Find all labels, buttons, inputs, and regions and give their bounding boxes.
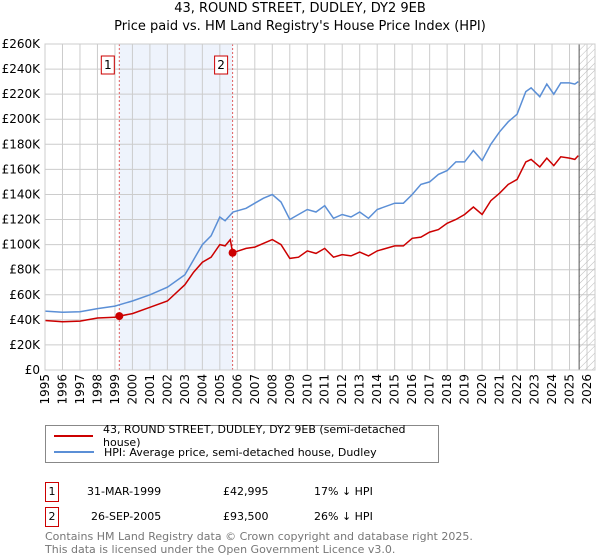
sale-row: 1 31-MAR-1999 £42,995 17% ↓ HPI [45,482,545,502]
legend-label: 43, ROUND STREET, DUDLEY, DY2 9EB (semi-… [103,423,406,449]
x-tick-label: 2020 [475,374,489,405]
sale-period-shade [119,44,233,370]
x-tick-label: 2015 [388,374,402,405]
x-tick-label: 2005 [213,374,227,405]
x-tick-label: 1997 [73,374,87,405]
x-tick-label: 1995 [38,374,52,405]
sale-marker-box [214,55,229,75]
x-tick-label: 2012 [335,374,349,405]
legend-item-property: 43, ROUND STREET, DUDLEY, DY2 9EB (semi-… [54,423,438,449]
y-tick-label: £100K [2,238,42,252]
x-tick-label: 1999 [108,374,122,405]
sale-hpi-diff: 26% ↓ HPI [314,510,373,523]
x-tick-label: 2008 [265,374,279,405]
sale-marker-box [100,55,115,75]
sale-marker-label: 1 [104,58,112,72]
y-tick-label: £80K [9,263,41,277]
legend-swatch-red [54,435,94,437]
x-tick-label: 2019 [458,374,472,405]
x-tick-label: 2017 [423,374,437,405]
y-tick-label: £200K [2,112,42,126]
y-tick-label: £240K [2,62,42,76]
y-tick-label: £120K [2,213,42,227]
x-tick-label: 2021 [493,374,507,405]
chart-title: 43, ROUND STREET, DUDLEY, DY2 9EB [174,1,426,16]
chart-subtitle: Price paid vs. HM Land Registry's House … [114,19,486,34]
footer-licence: This data is licensed under the Open Gov… [45,543,396,556]
x-tick-label: 2026 [580,374,594,405]
x-tick-label: 2022 [510,374,524,405]
y-tick-label: £140K [2,187,42,201]
x-tick-label: 1998 [90,374,104,405]
sale-marker-label: 2 [217,58,225,72]
sale-marker-badge: 2 [45,507,59,527]
x-tick-label: 2025 [563,374,577,405]
y-tick-label: £260K [2,37,42,51]
hpi-line [44,80,579,314]
footer-copyright: Contains HM Land Registry data © Crown c… [45,530,473,543]
property-price-line [44,155,579,323]
y-tick-label: £160K [2,162,42,176]
x-tick-label: 2016 [405,374,419,405]
legend-label: HPI: Average price, semi-detached house,… [104,445,377,459]
plot-frame [44,43,596,371]
x-tick-label: 2024 [545,374,559,405]
sale-marker-badge: 1 [45,482,59,502]
y-tick-label: £220K [2,87,42,101]
x-tick-label: 2014 [370,374,384,405]
x-tick-label: 1996 [55,374,69,405]
x-tick-label: 2000 [125,374,139,405]
x-tick-label: 2011 [318,374,332,405]
x-tick-label: 2010 [300,374,314,405]
sale-date: 31-MAR-1999 [87,485,162,498]
x-tick-label: 2006 [230,374,244,405]
sale-date: 26-SEP-2005 [91,510,162,523]
sale-point [115,312,124,321]
legend-item-hpi: HPI: Average price, semi-detached house,… [54,445,377,459]
x-tick-label: 2003 [178,374,192,405]
x-tick-label: 2018 [440,374,454,405]
x-tick-label: 2001 [143,374,157,405]
y-tick-label: £40K [9,313,41,327]
x-tick-label: 2023 [528,374,542,405]
footer: Contains HM Land Registry data © Crown c… [45,530,473,556]
legend: 43, ROUND STREET, DUDLEY, DY2 9EB (semi-… [45,423,439,463]
x-tick-label: 2007 [248,374,262,405]
y-tick-label: £180K [2,137,42,151]
y-tick-label: £0 [25,363,40,377]
sale-hpi-diff: 17% ↓ HPI [314,485,373,498]
sale-price: £42,995 [223,485,269,498]
y-tick-label: £20K [9,338,41,352]
forecast-hatch [579,44,595,370]
y-tick-label: £60K [9,288,41,302]
sale-point [228,248,237,257]
x-tick-label: 2009 [283,374,297,405]
price-chart: 1995 1996 1997 1998 1999 2000 2001 2002 2003 2004… [2,37,596,405]
legend-swatch-blue [54,451,94,453]
sale-price: £93,500 [223,510,269,523]
x-tick-label: 2002 [160,374,174,405]
sale-row: 2 26-SEP-2005 £93,500 26% ↓ HPI [45,507,545,527]
x-tick-label: 2013 [353,374,367,405]
x-tick-label: 2004 [195,374,209,405]
